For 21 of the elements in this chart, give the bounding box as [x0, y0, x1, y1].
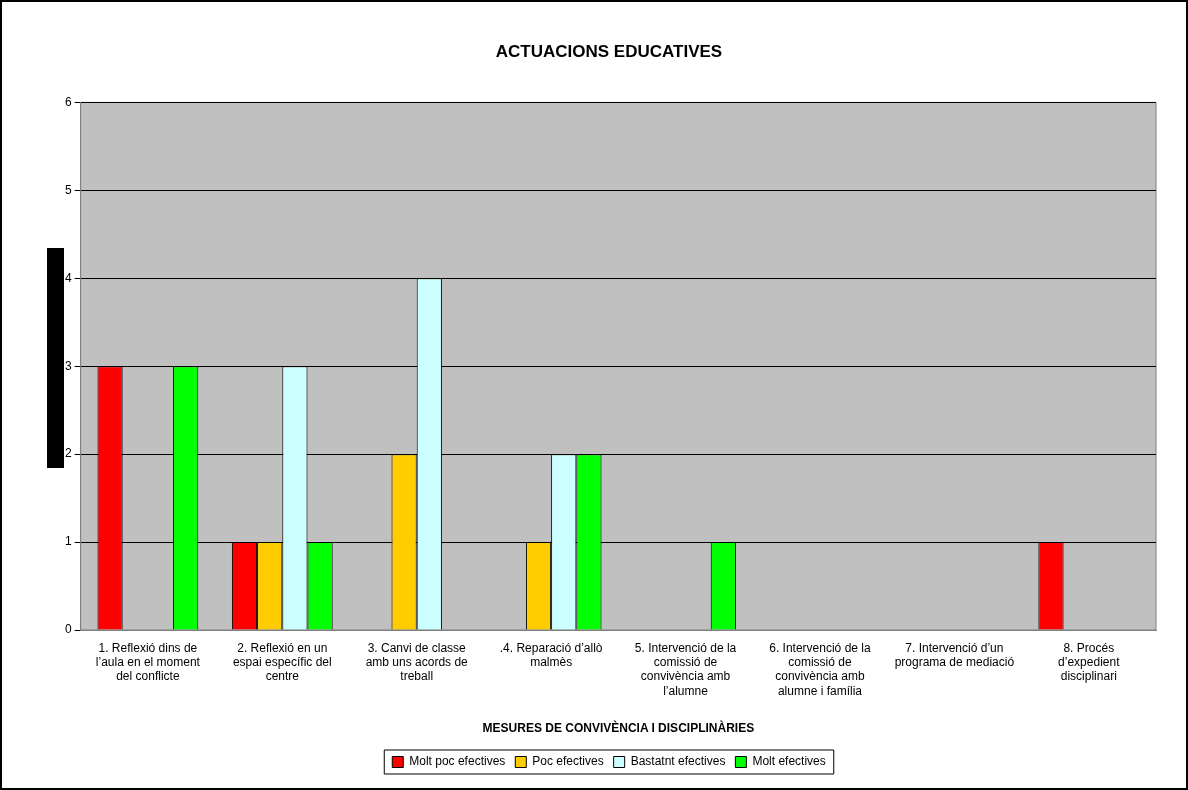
legend-label: Bastatnt efectives: [630, 754, 726, 769]
y-tick-label: 1: [64, 534, 72, 549]
legend-label: Molt efectives: [752, 754, 826, 769]
x-tick-label: 8. Procés d’expedient disciplinari: [1058, 640, 1121, 684]
y-tick-label: 6: [64, 94, 72, 109]
y-tick-label: 2: [64, 446, 72, 461]
y-tick-label: 4: [64, 270, 72, 285]
x-tick-label: .4. Reparació d’allò malmès: [499, 640, 603, 669]
y-tick-label: 3: [64, 358, 72, 373]
x-tick-label: 2. Reflexió en un espai específic del centre: [232, 640, 332, 684]
legend-label: Poc efectives: [532, 754, 604, 769]
x-axis-title: MESURES DE CONVIVÈNCIA I DISCIPLINÀRIES: [482, 720, 755, 736]
y-tick-label: 5: [64, 182, 72, 197]
x-tick-label: 1. Reflexió dins de l’aula en el moment del conflicte: [95, 640, 201, 684]
x-tick-label: 3. Canvi de classe amb uns acords de treball: [365, 640, 469, 684]
legend-label: Molt poc efectives: [409, 754, 506, 769]
x-tick-label: 5. Intervenció de la comissió de convivència amb l’alumne: [634, 640, 737, 698]
chart-title: ACTUACIONS EDUCATIVES: [495, 41, 723, 61]
x-tick-label: 6. Intervenció de la comissió de convivència amb alumne i família: [769, 640, 871, 698]
x-tick-label: 7. Intervenció d’un programa de mediació: [894, 640, 1015, 669]
y-tick-label: 0: [64, 622, 72, 637]
